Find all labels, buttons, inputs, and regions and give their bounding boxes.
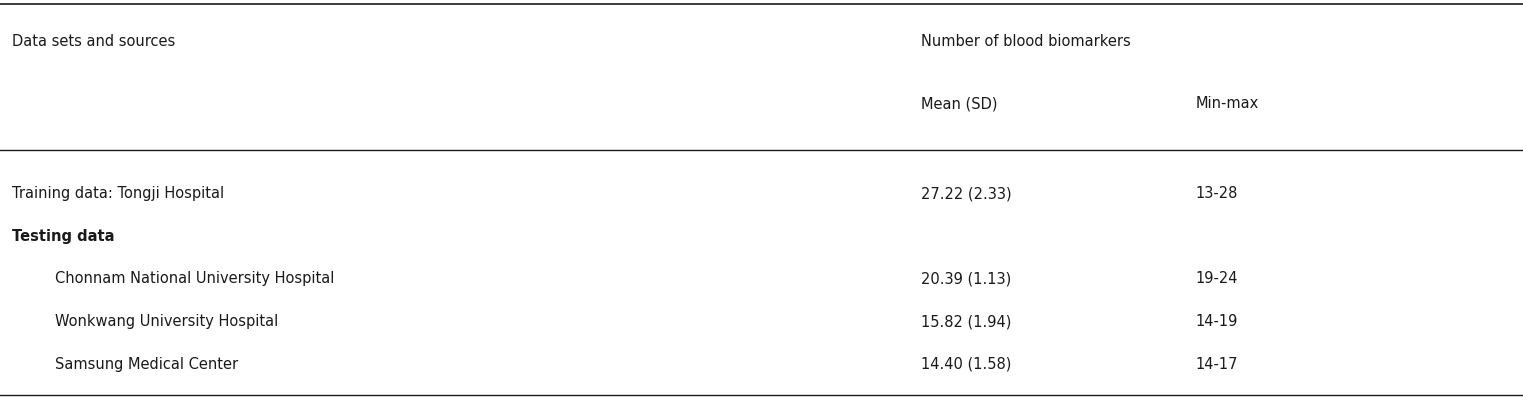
- Text: 27.22 (2.33): 27.22 (2.33): [921, 186, 1013, 201]
- Text: 15.82 (1.94): 15.82 (1.94): [921, 314, 1011, 329]
- Text: Data sets and sources: Data sets and sources: [12, 34, 175, 49]
- Text: Training data: Tongji Hospital: Training data: Tongji Hospital: [12, 186, 224, 201]
- Text: 13-28: 13-28: [1196, 186, 1238, 201]
- Text: 14-19: 14-19: [1196, 314, 1238, 329]
- Text: Testing data: Testing data: [12, 229, 114, 244]
- Text: 20.39 (1.13): 20.39 (1.13): [921, 271, 1011, 286]
- Text: 19-24: 19-24: [1196, 271, 1238, 286]
- Text: Min-max: Min-max: [1196, 96, 1260, 111]
- Text: 14.40 (1.58): 14.40 (1.58): [921, 357, 1011, 372]
- Text: 14-17: 14-17: [1196, 357, 1238, 372]
- Text: Chonnam National University Hospital: Chonnam National University Hospital: [55, 271, 334, 286]
- Text: Number of blood biomarkers: Number of blood biomarkers: [921, 34, 1132, 49]
- Text: Wonkwang University Hospital: Wonkwang University Hospital: [55, 314, 279, 329]
- Text: Mean (SD): Mean (SD): [921, 96, 998, 111]
- Text: Samsung Medical Center: Samsung Medical Center: [55, 357, 238, 372]
